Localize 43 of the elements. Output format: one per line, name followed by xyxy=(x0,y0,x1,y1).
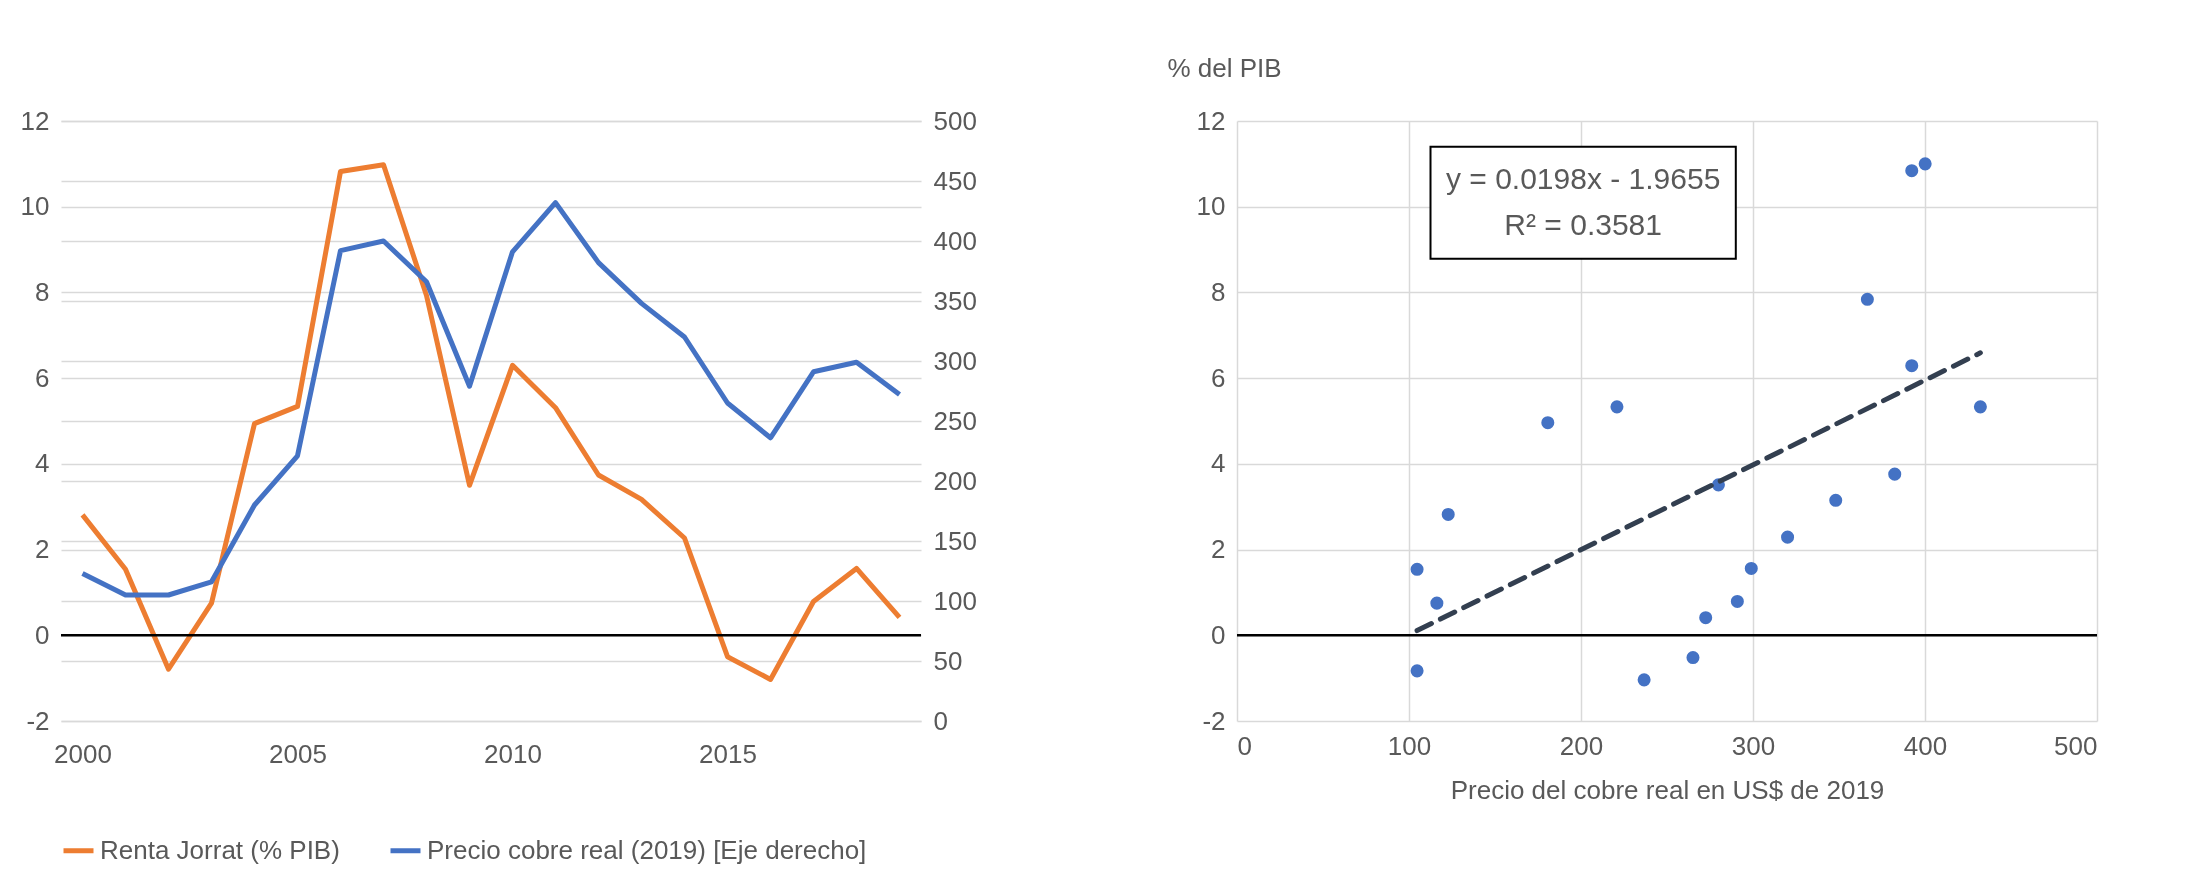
y-tick-label: 0 xyxy=(35,619,50,650)
y-tick-label: 10 xyxy=(1196,191,1226,222)
y2-tick-label: 450 xyxy=(933,165,977,196)
x-tick-label: 300 xyxy=(1731,730,1776,761)
annotation: R² = 0.3581 xyxy=(1504,207,1662,241)
y2-tick-label: 150 xyxy=(933,525,977,556)
y-tick-label: -2 xyxy=(1202,705,1226,736)
y2-tick-label: 0 xyxy=(933,705,948,736)
x-axis-title: Precio del cobre real en US$ de 2019 xyxy=(1450,774,1885,805)
y2-tick-label: 250 xyxy=(933,405,977,436)
y2-tick-label: 400 xyxy=(933,225,977,256)
x-tick-label: 2015 xyxy=(699,738,757,769)
y-axis-title: % del PIB xyxy=(1167,52,1282,83)
y-tick-label: 4 xyxy=(1211,448,1226,479)
y2-tick-label: 500 xyxy=(933,105,977,136)
y2-tick-label: 300 xyxy=(933,345,977,376)
y-tick-label: 12 xyxy=(20,105,50,136)
y-tick-label: 12 xyxy=(1196,105,1226,136)
x-tick-label: 500 xyxy=(2054,730,2098,761)
y-tick-label: 2 xyxy=(1211,534,1226,565)
y-tick-label: 6 xyxy=(1211,362,1226,393)
y-tick-label: 6 xyxy=(35,362,50,393)
x-tick-label: 200 xyxy=(1559,730,1604,761)
y2-tick-label: 100 xyxy=(933,585,977,616)
y-tick-label: 2 xyxy=(35,534,50,565)
x-tick-label: 400 xyxy=(1903,730,1948,761)
y-tick-label: 0 xyxy=(1211,619,1226,650)
x-tick-label: 0 xyxy=(1237,730,1252,761)
y-tick-label: 8 xyxy=(1211,276,1226,307)
legend-label: Renta Jorrat (% PIB) xyxy=(100,834,340,865)
annotation: y = 0.0198x - 1.9655 xyxy=(1445,161,1721,195)
y-tick-label: -2 xyxy=(26,705,50,736)
y-tick-label: 4 xyxy=(35,448,50,479)
y-tick-label: 10 xyxy=(20,191,50,222)
x-tick-label: 2005 xyxy=(269,738,327,769)
x-tick-label: 100 xyxy=(1387,730,1432,761)
x-tick-label: 2010 xyxy=(484,738,542,769)
y2-tick-label: 350 xyxy=(933,285,977,316)
y2-tick-label: 50 xyxy=(933,645,963,676)
legend-label: Precio cobre real (2019) [Eje derecho] xyxy=(427,834,867,865)
y-tick-label: 8 xyxy=(35,276,50,307)
x-tick-label: 2000 xyxy=(54,738,112,769)
y2-tick-label: 200 xyxy=(933,465,977,496)
